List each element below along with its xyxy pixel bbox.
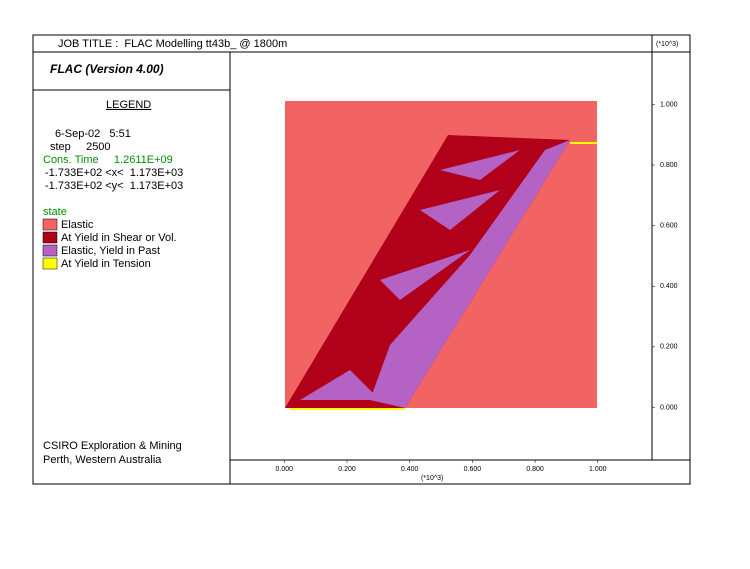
y-tick-label: 0.000 xyxy=(660,404,678,411)
footer: CSIRO Exploration & Mining xyxy=(43,440,182,452)
legend-label: Elastic, Yield in Past xyxy=(61,245,160,257)
legend-y-range: -1.733E+02 <y< 1.173E+03 xyxy=(45,180,183,192)
x-tick-label: 1.000 xyxy=(589,466,607,473)
state-map xyxy=(285,101,597,410)
y-tick-label: 1.000 xyxy=(660,101,678,108)
legend-title: LEGEND xyxy=(106,99,151,111)
legend-state: state xyxy=(43,206,67,218)
x-tick-label: 0.000 xyxy=(276,466,294,473)
legend-label: At Yield in Shear or Vol. xyxy=(61,232,177,244)
legend-label: At Yield in Tension xyxy=(61,258,151,270)
past-yield-region xyxy=(380,250,470,300)
y-tick-label: 0.600 xyxy=(660,222,678,229)
y-unit: (*10^3) xyxy=(656,41,678,48)
version: FLAC (Version 4.00) xyxy=(50,62,164,76)
x-tick-label: 0.800 xyxy=(526,466,544,473)
past-yield-region xyxy=(420,190,500,230)
x-tick-label: 0.400 xyxy=(401,466,419,473)
legend-swatch xyxy=(42,257,58,270)
legend-swatch xyxy=(42,231,58,244)
legend-swatch xyxy=(42,218,58,231)
y-tick-label: 0.800 xyxy=(660,162,678,169)
past-yield-region xyxy=(300,370,380,400)
legend-x-range: -1.733E+02 <x< 1.173E+03 xyxy=(45,167,183,179)
y-tick-label: 0.400 xyxy=(660,283,678,290)
x-tick-label: 0.200 xyxy=(338,466,356,473)
job-title: JOB TITLE : FLAC Modelling tt43b_ @ 1800… xyxy=(58,38,287,50)
legend-label: Elastic xyxy=(61,219,94,231)
legend-time: Cons. Time 1.2611E+09 xyxy=(43,154,173,166)
footer: Perth, Western Australia xyxy=(43,454,162,466)
legend-swatch xyxy=(42,244,58,257)
x-tick-label: 0.600 xyxy=(464,466,482,473)
past-yield-region xyxy=(370,140,570,408)
legend-date: 6-Sep-02 5:51 xyxy=(55,128,131,140)
y-tick-label: 0.200 xyxy=(660,344,678,351)
legend-step: step 2500 xyxy=(50,141,111,153)
past-yield-region xyxy=(440,150,520,180)
x-unit: (*10^3) xyxy=(421,475,443,482)
